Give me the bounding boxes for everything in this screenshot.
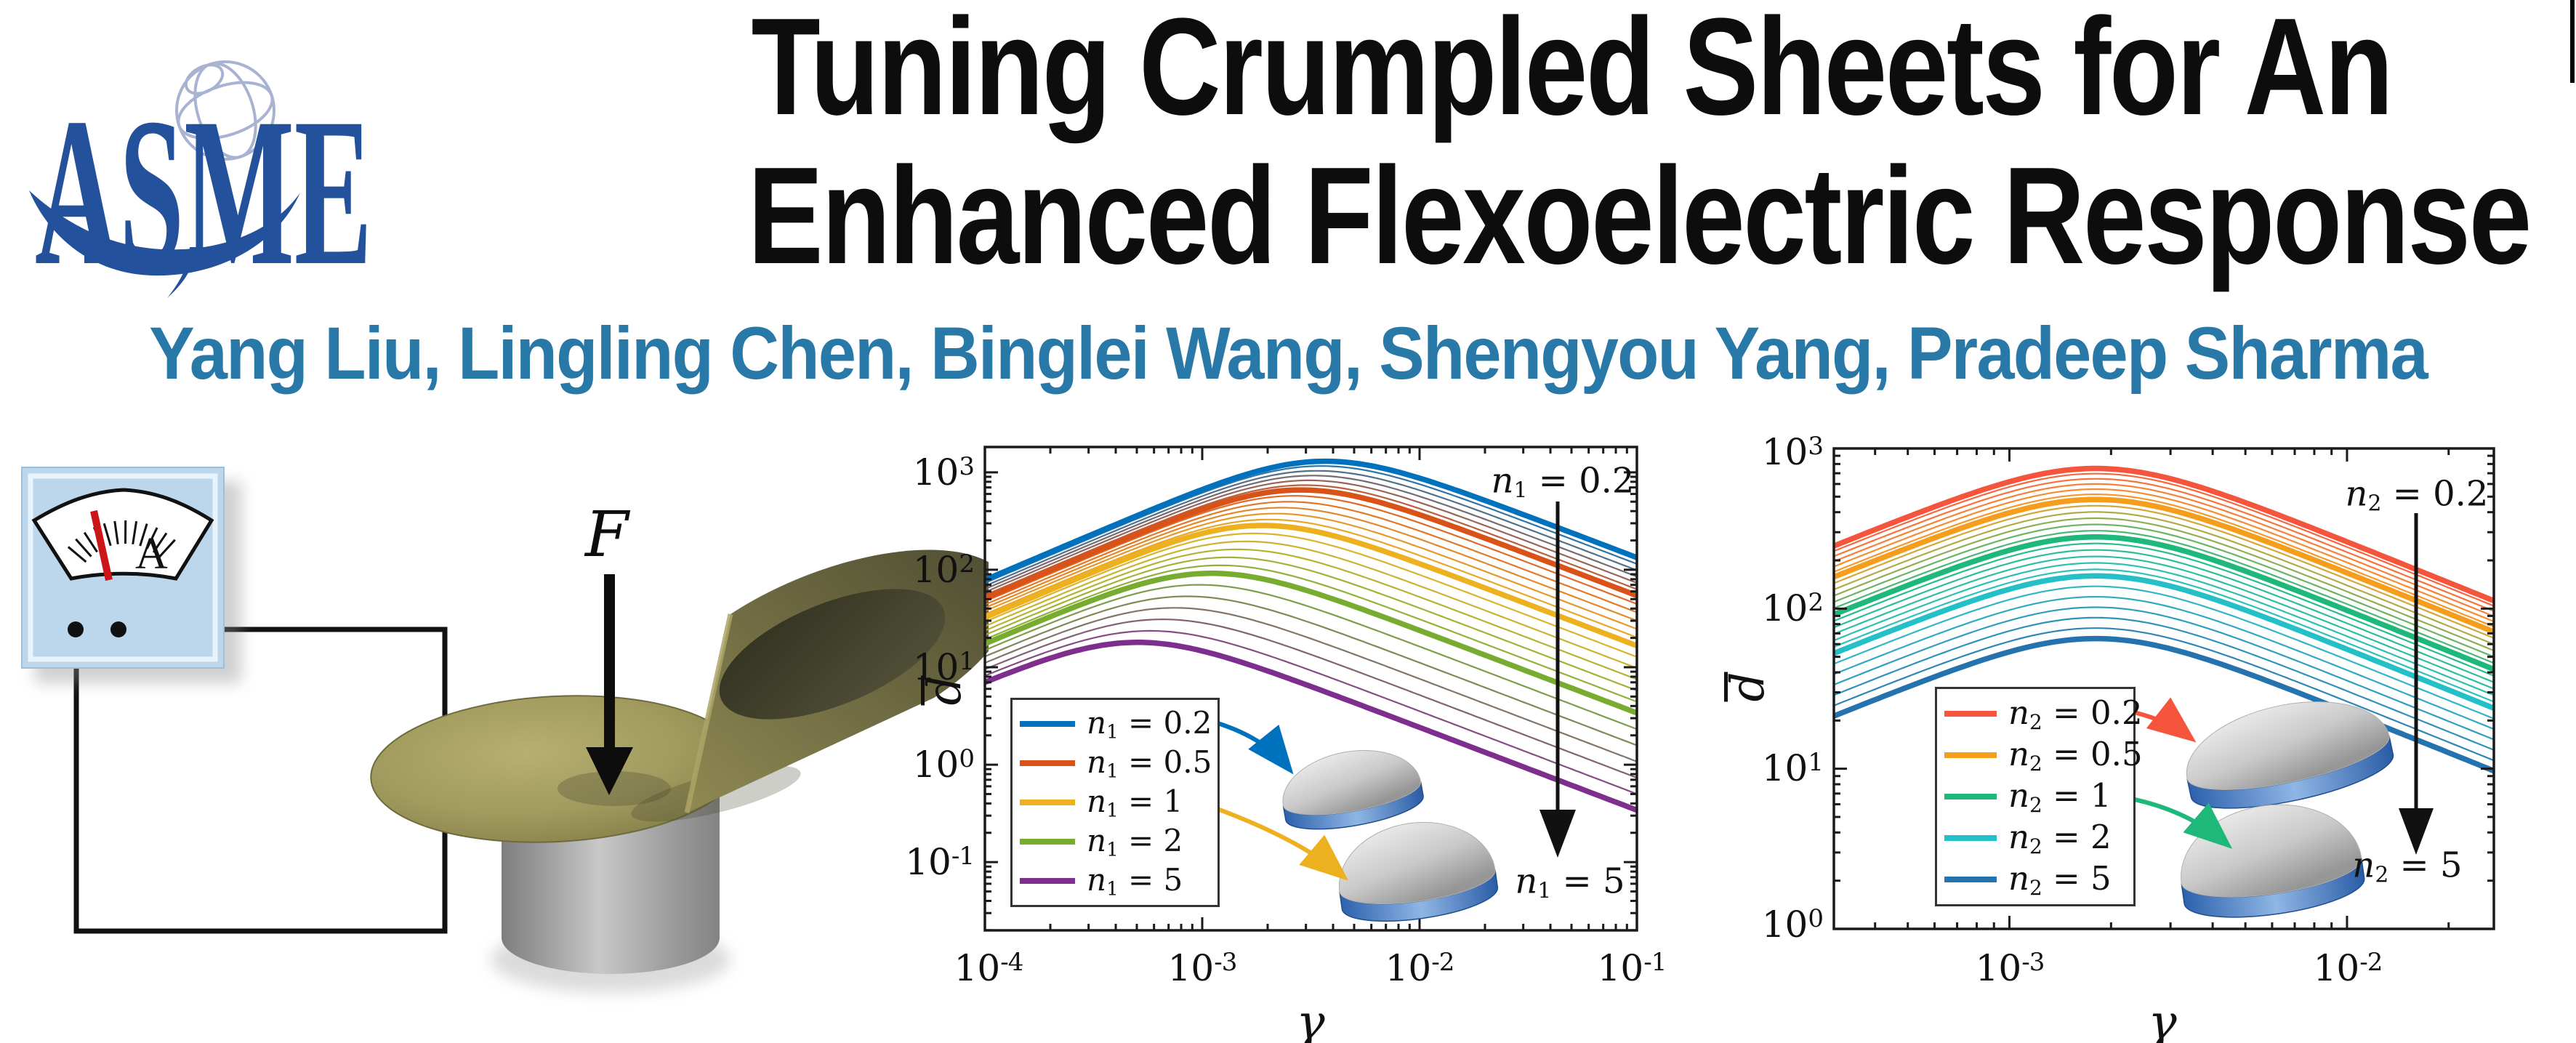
- y-tick: 100: [912, 744, 975, 786]
- ammeter-unit: A: [135, 529, 168, 579]
- y-tick: 101: [1761, 747, 1824, 789]
- x-tick: 10-2: [2313, 947, 2383, 989]
- y-tick: 102: [912, 549, 975, 591]
- x-tick: 10-3: [1975, 947, 2045, 989]
- annotation-n2-5: n2 = 5: [2352, 845, 2463, 888]
- y-axis-label: d: [1721, 672, 1775, 702]
- y-tick: 100: [1761, 903, 1824, 946]
- y-tick: 10-1: [905, 841, 975, 883]
- y-tick: 103: [1761, 431, 1824, 473]
- dome-inset: [1339, 821, 1499, 922]
- logo-swoosh: [29, 190, 300, 298]
- right-edge-artifact: [2570, 0, 2575, 83]
- globe-icon: [175, 60, 275, 161]
- axis-ticks: [1834, 447, 2494, 930]
- x-tick: 10-1: [1597, 947, 1667, 989]
- y-tick: 101: [912, 646, 975, 688]
- y-axis-label: d: [918, 675, 972, 706]
- asme-logo: ASME: [29, 60, 372, 309]
- curves: [985, 458, 1637, 813]
- authors: Yang Liu, Lingling Chen, Binglei Wang, S…: [149, 312, 2428, 395]
- legend-item: n1 = 5: [1020, 862, 1210, 900]
- ammeter: A: [21, 467, 241, 683]
- dome-inset: [2181, 804, 2365, 918]
- flap-opening: [719, 589, 946, 720]
- y-tick: 102: [1761, 587, 1824, 629]
- curves: [1834, 465, 2494, 774]
- y-tick: 103: [912, 451, 975, 494]
- dial-ticks: [67, 520, 176, 563]
- legend-item: n2 = 1: [1944, 776, 2126, 817]
- legend-item: n1 = 2: [1020, 823, 1210, 861]
- page-title: Tuning Crumpled Sheets for An Enhanced F…: [747, 0, 2532, 293]
- legend-item: n2 = 5: [1944, 859, 2126, 900]
- ammeter-needle: [90, 510, 113, 581]
- circuit-wire: [73, 627, 448, 934]
- annotation-n1-5: n1 = 5: [1515, 861, 1625, 904]
- experiment-illustration: A F: [21, 467, 989, 993]
- annotation-arrowhead: [2399, 808, 2434, 855]
- logo-text: ASME: [35, 74, 372, 309]
- terminal-right: [110, 621, 126, 637]
- terminal-left: [68, 621, 84, 637]
- dome-inset: [1282, 750, 1424, 830]
- legend-item: n2 = 0.5: [1944, 735, 2143, 776]
- force-label: F: [584, 499, 631, 571]
- axis-ticks: [983, 447, 1638, 932]
- legend-item: n2 = 2: [1944, 818, 2126, 858]
- legend-to-dome-arrow: [1199, 800, 1349, 881]
- x-tick: 10-4: [954, 947, 1024, 989]
- plot1-legend: n1 = 0.2 n1 = 0.5 n1 = 1 n1 = 2 n1 = 5: [1010, 698, 1220, 907]
- annotation-n1-02: n1 = 0.2: [1491, 460, 1635, 504]
- legend-item: n2 = 0.2: [1944, 693, 2143, 734]
- annotation-arrowhead: [1539, 810, 1576, 858]
- legend-item: n1 = 0.2: [1020, 705, 1212, 743]
- x-tick: 10-3: [1167, 947, 1238, 989]
- plot2-legend: n2 = 0.2 n2 = 0.5 n2 = 1 n2 = 2 n2 = 5: [1935, 687, 2143, 906]
- legend-item: n1 = 1: [1020, 784, 1210, 821]
- legend-item: n1 = 0.5: [1020, 744, 1212, 782]
- x-axis-label: γ: [1296, 994, 1325, 1043]
- crumpled-sheet: [370, 549, 989, 843]
- x-tick: 10-2: [1385, 947, 1455, 989]
- title-line-2: Enhanced Flexoelectric Response: [747, 139, 2532, 293]
- x-axis-label: γ: [2148, 994, 2177, 1043]
- force-arrow: F: [584, 499, 633, 795]
- annotation-n2-02: n2 = 0.2: [2345, 473, 2489, 517]
- title-line-1: Tuning Crumpled Sheets for An: [751, 0, 2394, 144]
- dome-inset: [2186, 701, 2394, 809]
